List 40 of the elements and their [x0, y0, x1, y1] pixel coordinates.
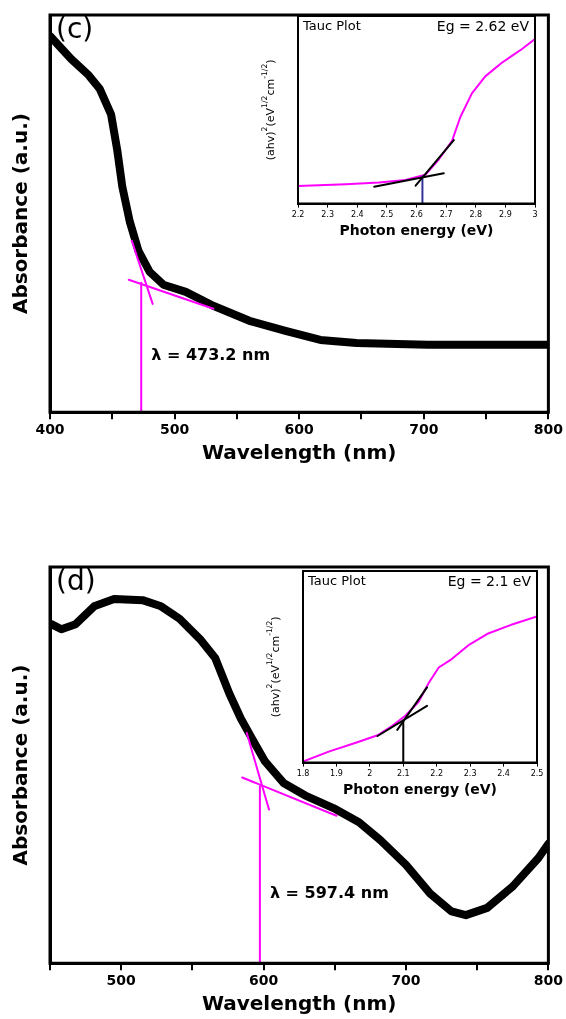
x-tick-label: 2.5: [530, 769, 544, 779]
x-axis-title: Wavelength (nm): [201, 440, 397, 465]
x-tick-label: 700: [391, 972, 421, 989]
x-tick-label: 500: [106, 972, 137, 989]
x-tick-label: 600: [284, 421, 315, 438]
x-tick-label: 2.2: [291, 210, 305, 220]
x-tick-label: 2.8: [469, 210, 483, 220]
chart-title: (d): [56, 564, 96, 598]
x-tick-label: 500: [159, 421, 190, 438]
text: Eg = 2.62 eV: [436, 17, 530, 34]
x-tick-label: 700: [409, 421, 439, 438]
y-axis-title: Absorbance (a.u.): [8, 113, 33, 315]
x-tick-label: 2.5: [380, 210, 394, 220]
x-tick-label: 600: [248, 972, 279, 989]
x-axis-title: Wavelength (nm): [201, 991, 397, 1016]
x-tick-label: 2.4: [350, 210, 364, 220]
x-tick-label: 2.3: [463, 769, 477, 779]
chart-title: Tauc Plot: [302, 17, 361, 33]
x-tick-label: 1.8: [296, 769, 310, 779]
x-tick-label: 1.9: [330, 769, 343, 779]
x-tick-label: 2.6: [410, 210, 423, 220]
y-axis-title: Absorbance (a.u.): [8, 664, 33, 866]
x-axis-title: Photon energy (eV): [342, 781, 498, 798]
text: Eg = 2.1 eV: [447, 572, 532, 589]
x-tick-label: 2: [367, 769, 373, 779]
x-tick-label: 800: [533, 421, 564, 438]
x-tick-label: 800: [533, 972, 564, 989]
chart-title: (c): [56, 12, 94, 46]
x-tick-label: 2.3: [321, 210, 334, 220]
chart-title: Tauc Plot: [307, 572, 366, 588]
x-tick-label: 2.2: [430, 769, 444, 779]
x-axis-title: Photon energy (eV): [339, 222, 494, 239]
x-tick-label: 2.1: [396, 769, 410, 779]
x-tick-label: 2.9: [499, 210, 512, 220]
x-tick-label: 400: [35, 421, 65, 438]
x-tick-label: 2.7: [439, 210, 453, 220]
annotation: λ = 597.4 nm: [269, 883, 389, 903]
x-tick-label: 2.4: [497, 769, 510, 779]
x-tick-label: 3: [532, 210, 538, 220]
annotation: λ = 473.2 nm: [151, 344, 271, 364]
